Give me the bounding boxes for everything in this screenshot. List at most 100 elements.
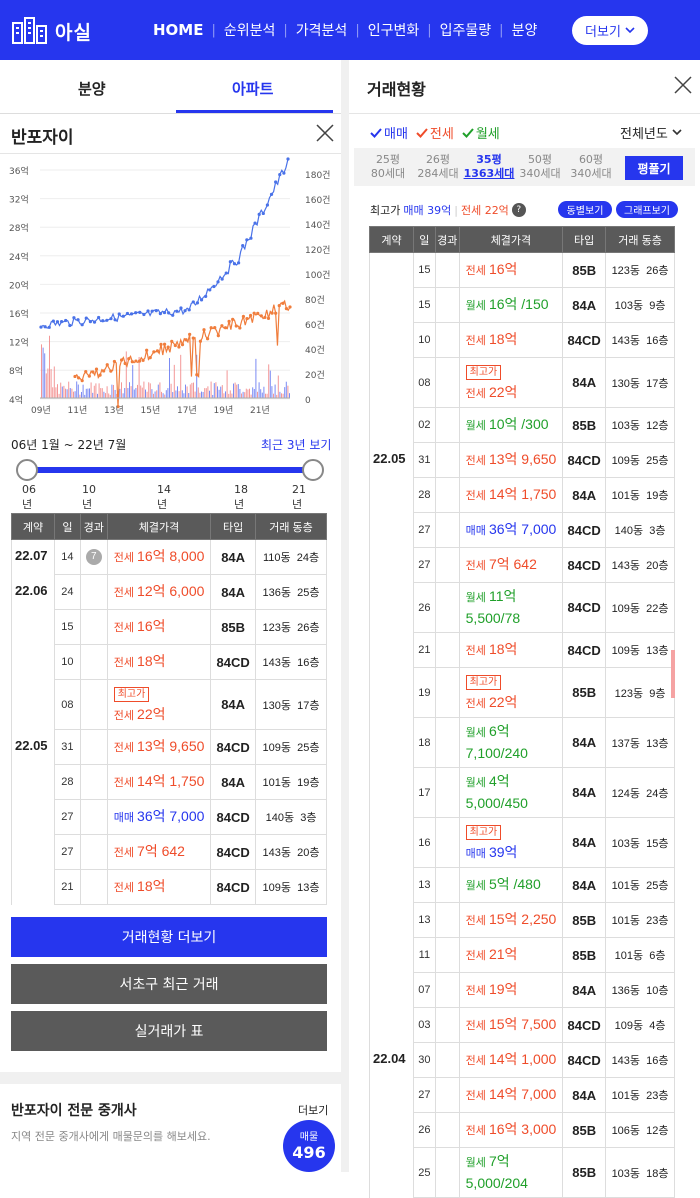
table-row[interactable]: 15 전세 16억 85B 123동 26층 [11, 609, 327, 645]
tab-presale[interactable]: 분양 [78, 80, 106, 98]
x-axis-label: 19년 [214, 405, 234, 416]
pyeong-tab[interactable]: 50평 340세대 [514, 153, 566, 181]
pyeong-tab[interactable]: 35평 1363세대 [463, 153, 515, 181]
right-axis-label: 0 [305, 396, 311, 406]
table-row[interactable]: 16 최고가 매매 39억 84A 103동 15층 [369, 817, 675, 868]
table-row[interactable]: 27 전세 7억 642 84CD 143동 20층 [369, 547, 675, 583]
table-row[interactable]: 18 월세 6억 7,100/240 84A 137동 13층 [369, 717, 675, 768]
volume-bar [276, 394, 278, 398]
agent-more-link[interactable]: 더보기 [298, 1104, 329, 1117]
more-transactions-button[interactable]: 거래현황 더보기 [11, 917, 327, 957]
tab-apartment[interactable]: 아파트 [232, 80, 274, 98]
filter-0[interactable]: 매매 [370, 123, 408, 142]
max-jeonse-price: 전세 22억 [460, 204, 509, 217]
pyeong-tab[interactable]: 25평 80세대 [362, 153, 414, 181]
floor-number: 13층 [646, 645, 669, 657]
table-row[interactable]: 08 최고가 전세 22억 84A 130동 17층 [369, 357, 675, 408]
agent-section-title: 반포자이 전문 중개사 [11, 1103, 137, 1119]
table-row[interactable]: 10 전세 18억 84CD 143동 16층 [369, 322, 675, 358]
nav-item[interactable]: 가격분석 [295, 23, 348, 39]
sale-dot [68, 323, 72, 328]
volume-bar [69, 388, 71, 398]
more-menu-button[interactable]: 더보기 [572, 16, 648, 45]
year-select[interactable]: 전체년도 [620, 123, 682, 142]
floor-number: 23층 [646, 915, 669, 927]
jeonse-dot [234, 324, 238, 328]
pyeong-tab[interactable]: 60평 340세대 [565, 153, 617, 181]
table-row[interactable]: 27 전세 14억 7,000 84A 101동 23층 [369, 1077, 675, 1113]
range-end-handle[interactable] [302, 459, 324, 481]
price-table-button[interactable]: 실거래가 표 [11, 1011, 327, 1051]
nav-item[interactable]: 인구변화 [367, 23, 420, 39]
table-row[interactable]: 22.05 31 전세 13억 9,650 84CD 109동 25층 [11, 729, 327, 765]
volume-bar [165, 390, 167, 398]
sale-dot [51, 319, 55, 323]
table-row[interactable]: 22.04 30 전세 14억 1,000 84CD 143동 16층 [369, 1042, 675, 1078]
table-row[interactable]: 02 월세 10억 /300 85B 103동 12층 [369, 407, 675, 443]
table-row[interactable]: 27 매매 36억 7,000 84CD 140동 3층 [11, 799, 327, 835]
table-row[interactable]: 28 전세 14억 1,750 84A 101동 19층 [369, 477, 675, 513]
contract-day: 02 [412, 407, 436, 443]
contract-day: 10 [53, 644, 81, 680]
table-row[interactable]: 21 전세 18억 84CD 109동 13층 [11, 869, 327, 905]
table-row[interactable]: 08 최고가 전세 22억 84A 130동 17층 [11, 679, 327, 730]
left-transactions-table: 계약 일 경과 체결가격 타입 거래 동층 22.07 14 7 전세 16억 8,000 84A… [11, 513, 327, 905]
table-row[interactable]: 11 전세 21억 85B 101동 6층 [369, 937, 675, 973]
table-row[interactable]: 19 최고가 전세 22억 85B 123동 9층 [369, 667, 675, 718]
table-row[interactable]: 13 전세 15억 2,250 85B 101동 23층 [369, 902, 675, 938]
deal-kind: 전세 [465, 697, 486, 710]
filter-label: 월세 [475, 127, 500, 142]
jeonse-dot [116, 405, 120, 409]
price-cell: 매매 36억 7,000 [458, 512, 564, 548]
graph-view-button[interactable]: 그래프보기 [616, 201, 678, 218]
contract-day: 27 [53, 799, 81, 835]
table-row[interactable]: 07 전세 19억 84A 136동 10층 [369, 972, 675, 1008]
year-range-track[interactable] [26, 467, 314, 473]
by-building-button[interactable]: 동별보기 [558, 201, 612, 218]
table-row[interactable]: 21 전세 18억 84CD 109동 13층 [369, 632, 675, 668]
table-row[interactable]: 28 전세 14억 1,750 84A 101동 19층 [11, 764, 327, 800]
jeonse-dot [252, 311, 256, 315]
sale-dot [162, 310, 167, 315]
filter-2[interactable]: 월세 [462, 123, 500, 142]
table-row[interactable]: 26 월세 11억 5,500/78 84CD 109동 22층 [369, 582, 675, 633]
help-icon[interactable]: ? [511, 203, 526, 217]
table-row[interactable]: 27 전세 7억 642 84CD 143동 20층 [11, 834, 327, 870]
table-row[interactable]: 15 월세 16억 /150 84A 103동 9층 [369, 287, 675, 323]
nav-item[interactable]: HOME [153, 21, 204, 39]
table-row[interactable]: 03 전세 15억 7,500 84CD 109동 4층 [369, 1007, 675, 1043]
building-floor: 101동 6층 [605, 937, 675, 973]
filter-1[interactable]: 전세 [416, 123, 454, 142]
table-row[interactable]: 22.07 14 7 전세 16억 8,000 84A 110동 24층 [11, 539, 327, 575]
nav-item[interactable]: 분양 [511, 23, 538, 39]
contract-month [11, 679, 55, 730]
table-row[interactable]: 27 매매 36억 7,000 84CD 140동 3층 [369, 512, 675, 548]
table-row[interactable]: 26 전세 16억 3,000 85B 106동 12층 [369, 1112, 675, 1148]
unit-type: 84A [562, 287, 607, 323]
pyeong-fold-button[interactable]: 평풀기 [625, 156, 683, 180]
table-row[interactable]: 13 월세 5억 /480 84A 101동 25층 [369, 867, 675, 903]
nav-item[interactable]: 순위분석 [223, 23, 276, 39]
seocho-recent-button[interactable]: 서초구 최근 거래 [11, 964, 327, 1004]
close-icon[interactable] [674, 76, 692, 94]
logo[interactable]: 아실 [12, 17, 92, 45]
table-row[interactable]: 17 월세 4억 5,000/450 84A 124동 24층 [369, 767, 675, 818]
deal-price: 10억 /300 [488, 416, 549, 432]
unit-type: 84CD [562, 582, 607, 633]
volume-bar [109, 394, 111, 398]
nav-item[interactable]: 입주물량 [439, 23, 492, 39]
sale-dot [171, 313, 175, 317]
listing-count-button[interactable]: 매물 496 [283, 1120, 335, 1172]
range-start-handle[interactable] [16, 459, 38, 481]
price-chart[interactable]: 36억 32억 28억 24억 20억 16억 12억 8억 4억 180건 160건 140건 12… [0, 155, 341, 420]
pyeong-tab[interactable]: 26평 284세대 [412, 153, 464, 181]
close-icon[interactable] [316, 124, 334, 142]
sale-dot [105, 318, 109, 322]
table-row[interactable]: 15 전세 16억 85B 123동 26층 [369, 252, 675, 288]
table-row[interactable]: 22.06 24 전세 12억 6,000 84A 136동 25층 [11, 574, 327, 610]
table-row[interactable]: 22.05 31 전세 13억 9,650 84CD 109동 25층 [369, 442, 675, 478]
recent-3y-link[interactable]: 최근 3년 보기 [261, 438, 332, 452]
table-row[interactable]: 25 월세 7억 5,000/204 85B 103동 18층 [369, 1147, 675, 1198]
table-row[interactable]: 10 전세 18억 84CD 143동 16층 [11, 644, 327, 680]
scroll-indicator[interactable] [671, 650, 675, 698]
